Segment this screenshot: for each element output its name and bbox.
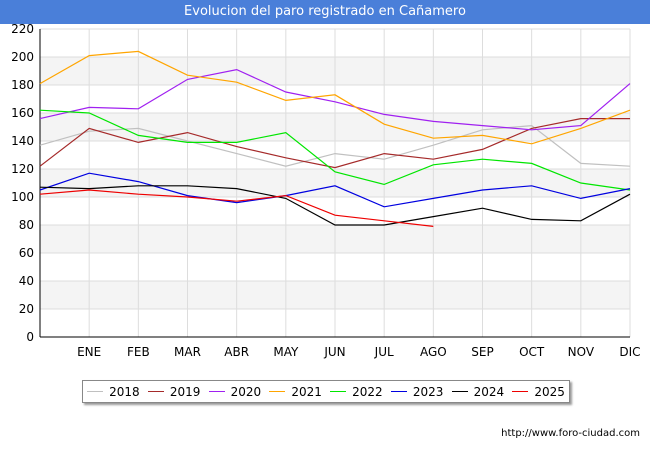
y-tick-label: 140 xyxy=(11,134,34,148)
y-tick-label: 100 xyxy=(11,190,34,204)
x-tick-label: ABR xyxy=(224,345,249,359)
legend-item-2019: 2019 xyxy=(147,384,201,399)
legend-item-2025: 2025 xyxy=(512,385,565,399)
legend: 2018 2019 2020 2021 2022 2023 2024 2025 xyxy=(82,380,570,403)
x-tick-label: NOV xyxy=(568,345,595,359)
legend-item-2018: 2018 xyxy=(87,385,140,399)
legend-swatch xyxy=(87,391,104,392)
y-tick-label: 200 xyxy=(11,50,34,64)
x-tick-label: JUL xyxy=(374,345,394,359)
chart-title: Evolucion del paro registrado en Cañamer… xyxy=(0,0,650,24)
legend-label: 2023 xyxy=(412,384,444,399)
legend-label: 2025 xyxy=(534,384,565,399)
legend-label: 2019 xyxy=(169,384,201,399)
y-tick-label: 160 xyxy=(11,106,34,120)
x-tick-label: JUN xyxy=(323,345,345,359)
y-tick-label: 40 xyxy=(19,274,34,288)
legend-swatch xyxy=(451,391,468,392)
x-tick-label: SEP xyxy=(471,345,493,359)
y-tick-label: 120 xyxy=(11,162,34,176)
x-tick-label: ENE xyxy=(77,345,101,359)
legend-item-2024: 2024 xyxy=(451,384,505,399)
legend-item-2023: 2023 xyxy=(390,384,444,399)
legend-item-2020: 2020 xyxy=(208,384,262,399)
y-tick-label: 220 xyxy=(11,22,34,36)
legend-swatch xyxy=(147,391,164,392)
x-tick-label: AGO xyxy=(420,345,447,359)
y-tick-label: 20 xyxy=(19,302,34,316)
series-line-2021 xyxy=(39,50,631,145)
legend-swatch xyxy=(269,391,286,392)
legend-label: 2018 xyxy=(109,384,140,399)
x-tick-label: DIC xyxy=(619,345,640,359)
x-tick-label: OCT xyxy=(519,345,545,359)
legend-swatch xyxy=(512,391,529,392)
legend-label: 2021 xyxy=(291,384,322,399)
series-line-2023 xyxy=(39,172,631,208)
legend-item-2022: 2022 xyxy=(330,385,383,399)
legend-label: 2024 xyxy=(473,384,505,399)
source-url[interactable]: http://www.foro-ciudad.com xyxy=(501,428,640,439)
series-line-2018 xyxy=(39,124,631,167)
y-tick-label: 0 xyxy=(26,330,34,344)
x-tick-label: MAY xyxy=(273,345,299,359)
x-tick-label: FEB xyxy=(127,345,150,359)
series-line-2022 xyxy=(39,109,631,191)
legend-swatch xyxy=(390,391,407,392)
legend-swatch xyxy=(330,391,347,392)
legend-item-2021: 2021 xyxy=(269,385,322,399)
series-line-2025 xyxy=(39,189,434,227)
legend-swatch xyxy=(208,391,225,392)
series-line-2019 xyxy=(39,118,630,169)
legend-label: 2022 xyxy=(352,384,383,399)
series-line-2024 xyxy=(39,185,631,226)
y-tick-label: 80 xyxy=(19,218,34,232)
y-tick-label: 180 xyxy=(11,78,34,92)
series-line-2020 xyxy=(39,68,631,131)
legend-label: 2020 xyxy=(230,384,262,399)
y-tick-label: 60 xyxy=(19,246,34,260)
x-tick-label: MAR xyxy=(174,345,201,359)
